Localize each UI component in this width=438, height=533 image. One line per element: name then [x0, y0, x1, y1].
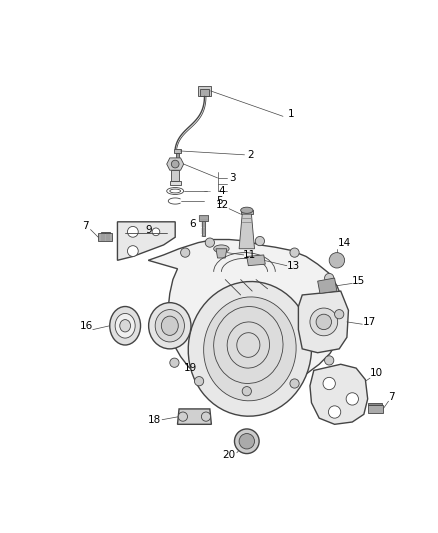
Ellipse shape: [161, 316, 178, 335]
Circle shape: [329, 253, 345, 268]
Text: 9: 9: [145, 224, 152, 235]
Polygon shape: [198, 85, 211, 96]
Polygon shape: [167, 158, 184, 170]
Polygon shape: [199, 215, 208, 221]
Circle shape: [328, 406, 341, 418]
Circle shape: [127, 246, 138, 256]
Circle shape: [255, 237, 265, 246]
Polygon shape: [367, 405, 383, 413]
Ellipse shape: [110, 306, 141, 345]
Polygon shape: [200, 88, 209, 96]
Ellipse shape: [115, 313, 135, 338]
Ellipse shape: [214, 245, 229, 253]
Text: 12: 12: [215, 200, 229, 210]
Polygon shape: [170, 181, 180, 185]
Circle shape: [323, 377, 336, 390]
Text: 19: 19: [184, 363, 197, 373]
Circle shape: [335, 310, 344, 319]
Text: 17: 17: [363, 317, 376, 327]
Circle shape: [127, 227, 138, 237]
Text: 7: 7: [388, 392, 395, 401]
Polygon shape: [100, 232, 110, 233]
Text: 2: 2: [247, 150, 254, 160]
Circle shape: [239, 433, 254, 449]
Text: 13: 13: [286, 261, 300, 271]
Circle shape: [163, 321, 172, 330]
Polygon shape: [117, 222, 175, 260]
Polygon shape: [318, 278, 337, 294]
Text: 3: 3: [230, 173, 236, 183]
Circle shape: [290, 379, 299, 388]
Ellipse shape: [188, 281, 311, 416]
Circle shape: [201, 412, 211, 421]
Circle shape: [316, 314, 332, 329]
Polygon shape: [98, 233, 112, 241]
Circle shape: [171, 160, 179, 168]
Text: 7: 7: [82, 221, 88, 231]
Ellipse shape: [204, 297, 296, 401]
Circle shape: [325, 356, 334, 365]
Text: 15: 15: [352, 276, 365, 286]
Ellipse shape: [170, 189, 180, 193]
Circle shape: [152, 228, 160, 236]
Circle shape: [242, 386, 251, 396]
Polygon shape: [239, 214, 254, 249]
Text: 11: 11: [243, 250, 257, 260]
Text: 18: 18: [148, 415, 161, 425]
Circle shape: [180, 248, 190, 257]
Circle shape: [346, 393, 358, 405]
Polygon shape: [176, 152, 179, 158]
Polygon shape: [298, 291, 349, 353]
Circle shape: [205, 238, 215, 247]
Text: —: —: [203, 188, 210, 194]
Polygon shape: [216, 249, 227, 258]
Polygon shape: [368, 403, 382, 405]
Polygon shape: [240, 210, 253, 214]
Circle shape: [234, 429, 259, 454]
Ellipse shape: [148, 303, 191, 349]
Text: 16: 16: [80, 321, 93, 331]
Text: 14: 14: [338, 238, 351, 248]
Text: 4: 4: [218, 186, 225, 196]
Circle shape: [325, 273, 334, 282]
Circle shape: [170, 358, 179, 367]
Text: 5: 5: [216, 196, 223, 206]
Text: 6: 6: [190, 219, 196, 229]
Circle shape: [290, 248, 299, 257]
Circle shape: [178, 412, 187, 421]
Ellipse shape: [155, 310, 184, 342]
Text: 1: 1: [287, 109, 294, 119]
Polygon shape: [171, 170, 179, 181]
Polygon shape: [148, 239, 344, 391]
Polygon shape: [310, 364, 367, 424]
Text: 10: 10: [370, 368, 383, 378]
Polygon shape: [174, 149, 180, 152]
Polygon shape: [177, 409, 212, 424]
Text: 20: 20: [222, 450, 235, 460]
Circle shape: [310, 308, 338, 336]
Polygon shape: [202, 221, 205, 237]
Polygon shape: [247, 255, 265, 265]
Ellipse shape: [240, 207, 253, 213]
Ellipse shape: [120, 320, 131, 332]
Circle shape: [194, 377, 204, 386]
